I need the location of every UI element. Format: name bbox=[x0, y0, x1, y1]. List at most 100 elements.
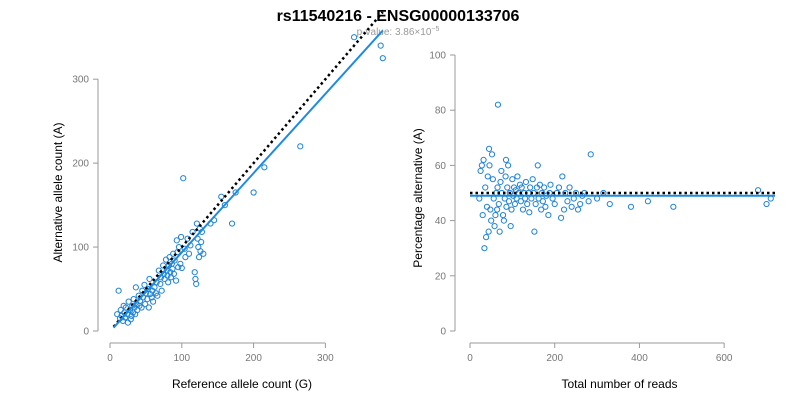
data-point bbox=[494, 184, 501, 191]
data-point bbox=[477, 167, 484, 175]
data-point bbox=[166, 254, 173, 261]
data-point bbox=[178, 264, 185, 272]
y-tick-label: 100 bbox=[429, 51, 446, 62]
data-point bbox=[496, 228, 503, 235]
data-point bbox=[566, 184, 573, 191]
subtitle-exponent: −5 bbox=[431, 26, 439, 33]
data-point bbox=[511, 200, 519, 208]
data-point bbox=[200, 250, 207, 257]
data-point bbox=[491, 223, 498, 230]
data-point bbox=[297, 143, 304, 150]
data-point bbox=[193, 220, 200, 227]
x-axis-title: Reference allele count (G) bbox=[172, 377, 312, 391]
y-tick-label: 0 bbox=[83, 327, 89, 338]
data-point bbox=[532, 200, 539, 208]
data-point bbox=[539, 198, 546, 205]
subtitle-prefix: p-value: 3.86×10 bbox=[357, 27, 432, 38]
data-point bbox=[182, 254, 189, 261]
data-point bbox=[124, 319, 132, 326]
data-point bbox=[261, 164, 268, 171]
data-point bbox=[485, 145, 493, 152]
data-point bbox=[577, 200, 584, 208]
x-tick-label: 600 bbox=[716, 353, 733, 364]
data-point bbox=[541, 184, 548, 191]
y-axis-title: Percentage alternative (A) bbox=[411, 128, 425, 267]
data-point bbox=[185, 250, 193, 257]
data-point bbox=[499, 211, 507, 219]
data-point bbox=[495, 200, 502, 208]
data-point bbox=[180, 175, 187, 182]
data-point bbox=[482, 184, 489, 191]
data-point bbox=[542, 203, 549, 210]
data-point bbox=[587, 151, 594, 158]
data-point bbox=[481, 245, 488, 252]
data-point bbox=[127, 316, 134, 323]
data-point bbox=[494, 206, 501, 213]
data-point bbox=[560, 206, 568, 213]
data-point bbox=[191, 269, 198, 276]
data-point bbox=[763, 200, 770, 208]
data-point bbox=[377, 42, 384, 49]
data-point bbox=[488, 217, 495, 224]
data-point bbox=[250, 189, 257, 196]
data-point bbox=[195, 254, 203, 261]
chart-title: rs11540216 - ENSG00000133706 bbox=[277, 8, 520, 25]
data-point bbox=[193, 280, 200, 288]
data-point bbox=[379, 55, 386, 62]
data-point bbox=[536, 181, 543, 188]
data-point bbox=[505, 198, 513, 205]
data-point bbox=[519, 206, 527, 213]
data-point bbox=[486, 162, 493, 169]
data-point bbox=[125, 298, 132, 305]
x-tick-label: 100 bbox=[173, 353, 190, 364]
data-point bbox=[568, 203, 575, 210]
data-point bbox=[115, 287, 122, 294]
data-point bbox=[585, 198, 592, 205]
data-point bbox=[547, 181, 554, 188]
data-point bbox=[485, 228, 492, 235]
data-point bbox=[483, 203, 491, 210]
data-point bbox=[514, 173, 521, 180]
y-tick-label: 60 bbox=[435, 161, 447, 172]
data-point bbox=[170, 270, 177, 278]
data-point bbox=[198, 238, 205, 246]
data-point bbox=[478, 162, 485, 169]
data-point bbox=[529, 176, 536, 183]
y-tick-label: 80 bbox=[435, 106, 447, 117]
data-point bbox=[221, 201, 228, 209]
data-point bbox=[498, 167, 505, 175]
data-point bbox=[151, 284, 158, 291]
data-point bbox=[527, 184, 534, 191]
y-axis-title: Alternative allele count (A) bbox=[51, 122, 65, 262]
data-point bbox=[551, 200, 558, 208]
data-point bbox=[564, 198, 571, 205]
data-point bbox=[141, 281, 148, 288]
data-point bbox=[502, 156, 510, 163]
data-point bbox=[518, 184, 525, 191]
data-point bbox=[484, 173, 491, 180]
data-point bbox=[526, 209, 533, 216]
data-point bbox=[606, 200, 613, 208]
y-tick-label: 40 bbox=[435, 216, 447, 227]
data-point bbox=[351, 34, 358, 41]
data-point bbox=[128, 312, 135, 319]
data-point bbox=[177, 260, 184, 267]
data-point bbox=[154, 292, 161, 299]
data-point bbox=[507, 223, 514, 230]
data-point bbox=[175, 243, 183, 251]
reference-line bbox=[112, 11, 384, 328]
data-point bbox=[494, 101, 502, 108]
data-point bbox=[538, 206, 545, 213]
y-tick-label: 200 bbox=[72, 159, 89, 170]
x-tick-label: 200 bbox=[546, 353, 563, 364]
data-point bbox=[173, 237, 180, 244]
x-axis-title: Total number of reads bbox=[561, 377, 677, 391]
data-point bbox=[232, 189, 239, 196]
data-point bbox=[524, 200, 531, 208]
data-point bbox=[522, 178, 530, 186]
data-point bbox=[489, 176, 496, 183]
data-point bbox=[228, 220, 236, 227]
fit-line bbox=[112, 29, 384, 329]
x-tick-label: 400 bbox=[631, 353, 648, 364]
